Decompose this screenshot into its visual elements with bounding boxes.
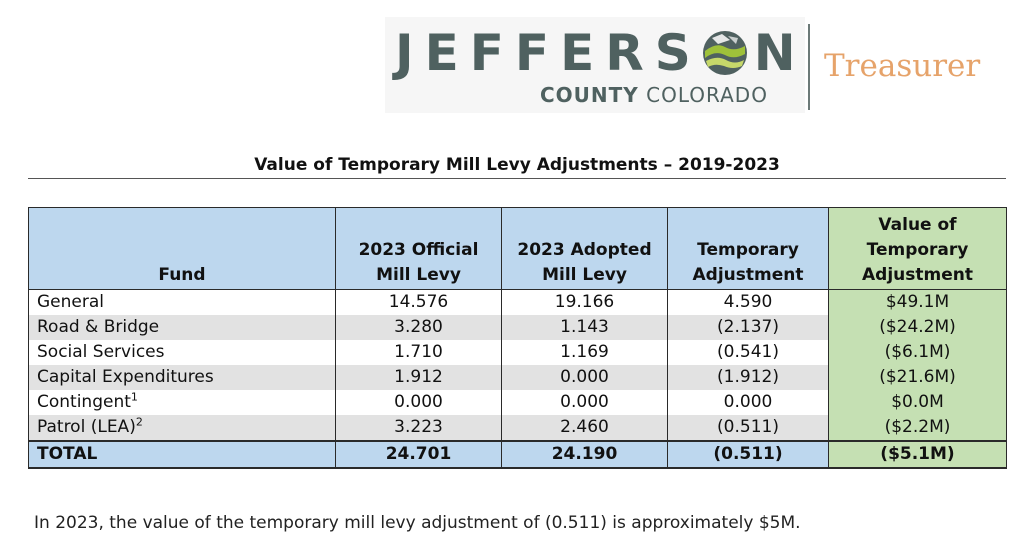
cell-official: 3.223 (335, 415, 502, 441)
table-row: Social Services 1.710 1.169 (0.541) ($6.1M) (28, 340, 1007, 365)
cell-fund: Patrol (LEA)2 (28, 415, 336, 441)
cell-value: $49.1M (828, 289, 1007, 315)
cell-adopted: 1.169 (501, 340, 668, 365)
logo-department: Treasurer (824, 48, 981, 84)
cell-fund: Road & Bridge (28, 315, 336, 340)
header-adopted-levy: 2023 Adopted Mill Levy (501, 207, 668, 290)
mill-levy-table: Fund 2023 Official Mill Levy 2023 Adopte… (28, 207, 1007, 469)
cell-fund: Capital Expenditures (28, 365, 336, 390)
header-temporary-adjustment: Temporary Adjustment (667, 207, 829, 290)
logo-county: COUNTY (540, 83, 639, 107)
logo-word-end: N (753, 24, 807, 82)
cell-fund: Social Services (28, 340, 336, 365)
fund-name: Contingent (37, 392, 131, 412)
cell-official: 14.576 (335, 289, 502, 315)
table-row: Capital Expenditures 1.912 0.000 (1.912) ($2… (28, 365, 1007, 390)
table-header-row: Fund 2023 Official Mill Levy 2023 Adopte… (28, 207, 1007, 290)
cell-temporary: (0.511) (667, 415, 829, 441)
table-body: General 14.576 19.166 4.590 $49.1M Road & Bri… (28, 289, 1007, 469)
cell-temporary: 4.590 (667, 289, 829, 315)
total-label: TOTAL (28, 440, 336, 469)
cell-adopted: 0.000 (501, 390, 668, 415)
total-temporary: (0.511) (667, 440, 829, 469)
total-value: ($5.1M) (828, 440, 1007, 469)
cell-value: ($6.1M) (828, 340, 1007, 365)
table-row: Contingent1 0.000 0.000 0.000 $0.0M (28, 390, 1007, 415)
cell-adopted: 19.166 (501, 289, 668, 315)
total-official: 24.701 (335, 440, 502, 469)
cell-official: 1.912 (335, 365, 502, 390)
cell-temporary: (2.137) (667, 315, 829, 340)
table-total-row: TOTAL 24.701 24.190 (0.511) ($5.1M) (28, 440, 1007, 469)
footnote-marker: 2 (135, 415, 143, 429)
fund-name: Social Services (37, 342, 165, 362)
cell-value: ($24.2M) (828, 315, 1007, 340)
header-value-adjustment: Value of Temporary Adjustment (828, 207, 1007, 290)
cell-value: $0.0M (828, 390, 1007, 415)
page-title: Value of Temporary Mill Levy Adjustments… (28, 152, 1006, 179)
logo-divider (808, 24, 810, 110)
logo-subtitle: COUNTY COLORADO (540, 82, 768, 108)
header-fund: Fund (28, 207, 336, 290)
table-row: Road & Bridge 3.280 1.143 (2.137) ($24.2M) (28, 315, 1007, 340)
logo-wordmark: JEFFERS N (395, 27, 807, 79)
cell-official: 1.710 (335, 340, 502, 365)
fund-name: Road & Bridge (37, 317, 160, 337)
fund-name: Capital Expenditures (37, 367, 214, 387)
footnote-marker: 1 (130, 390, 138, 404)
cell-adopted: 1.143 (501, 315, 668, 340)
table-row: General 14.576 19.166 4.590 $49.1M (28, 289, 1007, 315)
total-adopted: 24.190 (501, 440, 668, 469)
summary-note: In 2023, the value of the temporary mill… (34, 513, 801, 533)
cell-adopted: 0.000 (501, 365, 668, 390)
cell-adopted: 2.460 (501, 415, 668, 441)
logo-word-start: JEFFERS (395, 24, 702, 82)
table-row: Patrol (LEA)2 3.223 2.460 (0.511) ($2.2M) (28, 415, 1007, 441)
cell-value: ($21.6M) (828, 365, 1007, 390)
cell-fund: General (28, 289, 336, 315)
cell-temporary: (1.912) (667, 365, 829, 390)
cell-value: ($2.2M) (828, 415, 1007, 441)
cell-official: 0.000 (335, 390, 502, 415)
logo-state: COLORADO (646, 83, 768, 107)
fund-name: General (37, 292, 104, 312)
cell-official: 3.280 (335, 315, 502, 340)
cell-fund: Contingent1 (28, 390, 336, 415)
header-official-levy: 2023 Official Mill Levy (335, 207, 502, 290)
fund-name: Patrol (LEA) (37, 417, 136, 437)
globe-o-icon (702, 30, 748, 76)
cell-temporary: (0.541) (667, 340, 829, 365)
cell-temporary: 0.000 (667, 390, 829, 415)
